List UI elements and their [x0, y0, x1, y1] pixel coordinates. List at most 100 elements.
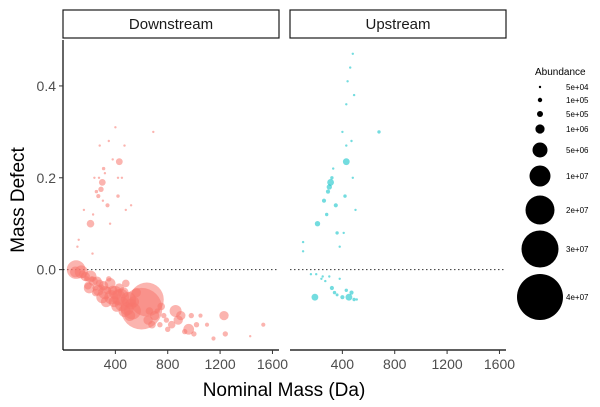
data-point: [326, 184, 332, 190]
data-point: [342, 231, 345, 235]
x-tick-label: 1600: [257, 356, 288, 372]
data-point: [124, 310, 136, 321]
data-point: [92, 285, 98, 291]
data-point: [346, 80, 349, 83]
legend-label: 5e+05: [566, 110, 589, 119]
data-point: [161, 312, 167, 319]
data-point: [115, 158, 123, 166]
panel-upstream: Upstream 400 800 1200 1600: [289, 9, 515, 372]
legend-label: 5e+04: [566, 83, 589, 92]
data-point: [301, 250, 305, 253]
data-point: [96, 194, 101, 199]
data-point: [311, 293, 319, 301]
x-tick-label: 800: [156, 356, 180, 372]
data-point: [325, 189, 331, 194]
data-point: [219, 310, 229, 321]
data-point: [91, 252, 94, 255]
legend-label: 1e+05: [566, 96, 589, 105]
data-point: [86, 219, 95, 228]
data-point: [111, 301, 123, 312]
data-point: [176, 310, 186, 321]
strip-header: [289, 9, 507, 39]
legend-label: 3e+07: [566, 245, 589, 254]
legend-entry: 5e+06: [532, 142, 589, 158]
data-point: [343, 194, 347, 198]
data-point: [351, 52, 354, 55]
data-point: [120, 176, 124, 179]
data-point: [165, 326, 171, 332]
data-point: [338, 245, 341, 248]
legend-key: [517, 274, 563, 320]
panels: Downstream 400 800 1200 1600 0.0 0.2 0.4 Upstrea…: [37, 9, 515, 372]
axes: Nominal Mass (Da) Mass Defect: [8, 146, 365, 401]
data-point: [93, 176, 96, 179]
legend-key: [532, 142, 548, 158]
data-point: [301, 240, 305, 244]
data-point: [342, 158, 350, 166]
x-tick-label: 400: [331, 356, 355, 372]
data-point: [98, 186, 104, 192]
data-point: [108, 222, 112, 225]
data-point: [83, 276, 90, 282]
x-tick-label: 1200: [432, 356, 463, 372]
x-tick-label: 1200: [205, 356, 236, 372]
data-point: [329, 285, 334, 291]
strip-header: [62, 9, 280, 39]
data-point: [333, 203, 338, 208]
data-point: [131, 287, 141, 298]
data-point: [148, 320, 156, 329]
data-point: [327, 179, 334, 186]
data-point: [345, 103, 348, 106]
data-point: [97, 284, 105, 292]
data-point: [332, 290, 337, 295]
data-point: [98, 179, 106, 186]
data-point: [101, 199, 105, 202]
data-point: [314, 221, 321, 227]
data-point: [345, 144, 348, 147]
data-point: [111, 158, 114, 161]
x-tick-label: 1600: [484, 356, 515, 372]
legend: Abundance 5e+04 1e+05 5e+05 1e+06 5e+06 1e+07…: [517, 67, 589, 320]
y-tick-label: 0.4: [37, 78, 57, 94]
data-point: [222, 331, 228, 337]
legend-title: Abundance: [535, 67, 586, 78]
data-point: [98, 144, 101, 147]
data-point: [114, 283, 124, 293]
data-point: [338, 277, 341, 280]
data-point: [105, 203, 110, 208]
data-point: [91, 288, 100, 297]
data-point: [321, 275, 324, 278]
data-point: [100, 296, 112, 308]
legend-entry: 5e+04: [538, 83, 589, 92]
data-point: [101, 166, 106, 171]
data-point: [157, 322, 163, 328]
data-point: [328, 275, 331, 278]
strip-label: Upstream: [365, 16, 430, 33]
data-point: [204, 322, 210, 327]
data-point: [94, 189, 99, 194]
data-point: [145, 307, 154, 315]
data-point: [355, 298, 358, 301]
legend-label: 5e+06: [566, 146, 589, 155]
data-point: [315, 273, 318, 276]
legend-key: [521, 230, 559, 268]
data-point: [332, 167, 335, 170]
data-point: [163, 317, 170, 323]
data-point: [70, 266, 81, 278]
data-point: [188, 312, 194, 319]
data-point: [261, 322, 266, 327]
data-point: [103, 172, 107, 175]
data-point: [129, 204, 133, 207]
data-point: [124, 208, 128, 212]
data-point: [349, 290, 354, 295]
data-point: [116, 194, 120, 198]
data-point: [341, 130, 344, 134]
legend-entry: 4e+07: [517, 274, 589, 320]
data-point: [211, 336, 216, 341]
legend-key: [537, 111, 543, 117]
data-point: [249, 335, 252, 338]
data-point: [193, 322, 200, 328]
data-point: [324, 279, 327, 283]
data-point: [377, 130, 381, 134]
